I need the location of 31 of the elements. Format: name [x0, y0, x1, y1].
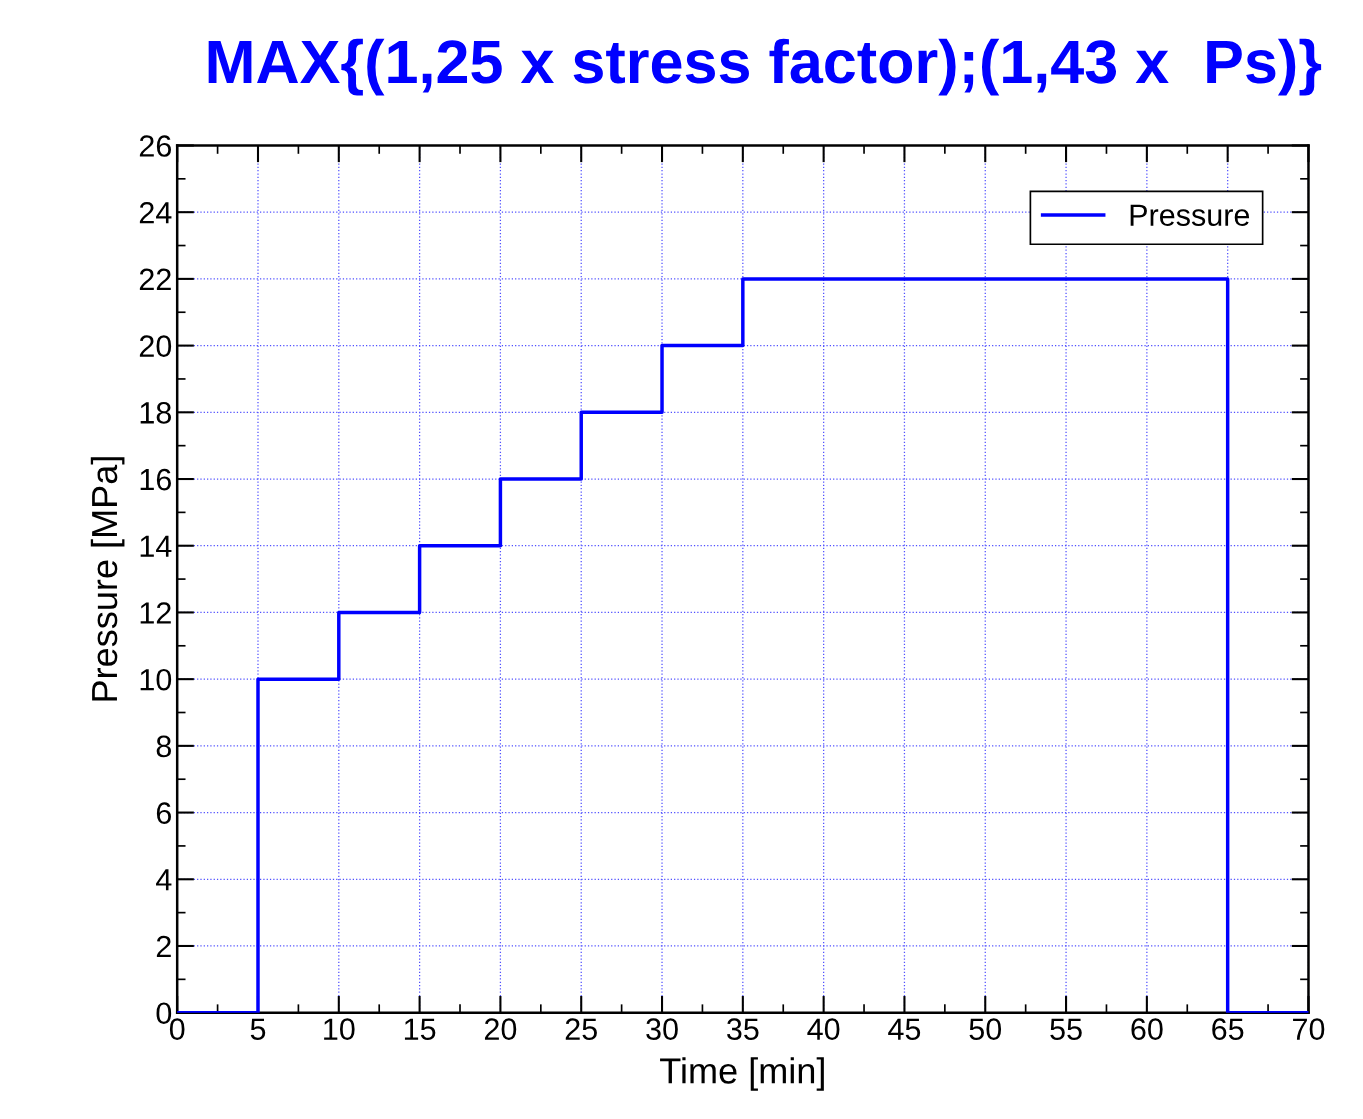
y-tick-label: 22 [139, 268, 171, 290]
y-tick-label: 16 [140, 468, 171, 491]
x-tick-label: 45 [888, 1018, 921, 1040]
y-axis-title: Pressure [MPa] [90, 457, 125, 701]
y-tick-label: 2 [156, 935, 171, 958]
y-tick-label: 12 [140, 602, 171, 624]
x-tick-label: 10 [324, 1018, 355, 1040]
legend-label: Pressure [1130, 204, 1250, 226]
chart-title: MAX{(1,25 x stress factor);(1,43 x Ps)} [208, 38, 1322, 96]
x-tick-label: 50 [969, 1018, 1002, 1040]
y-tick-label: 24 [139, 201, 172, 224]
y-tick-label: 14 [140, 535, 172, 557]
x-axis-title: Time [min] [660, 1057, 824, 1091]
y-tick-label: 4 [156, 869, 172, 891]
x-tick-label: 60 [1131, 1018, 1163, 1040]
x-tick-label: 20 [484, 1018, 517, 1040]
x-tick-label: 40 [807, 1018, 840, 1040]
x-tick-label: 70 [1293, 1018, 1325, 1040]
y-tick-label: 26 [139, 135, 171, 157]
x-tick-label: 30 [646, 1018, 678, 1040]
x-tick-label: 15 [404, 1018, 436, 1040]
y-tick-label: 10 [140, 668, 172, 691]
y-tick-label: 6 [156, 802, 171, 824]
x-tick-label: 65 [1212, 1018, 1244, 1040]
x-tick-label: 25 [565, 1018, 597, 1040]
y-tick-label: 20 [139, 335, 172, 357]
x-tick-label: 35 [727, 1018, 759, 1040]
x-tick-label: 5 [250, 1018, 266, 1040]
y-tick-label: 8 [156, 735, 171, 758]
y-tick-label: 18 [140, 402, 171, 424]
x-tick-label: 55 [1050, 1018, 1082, 1040]
